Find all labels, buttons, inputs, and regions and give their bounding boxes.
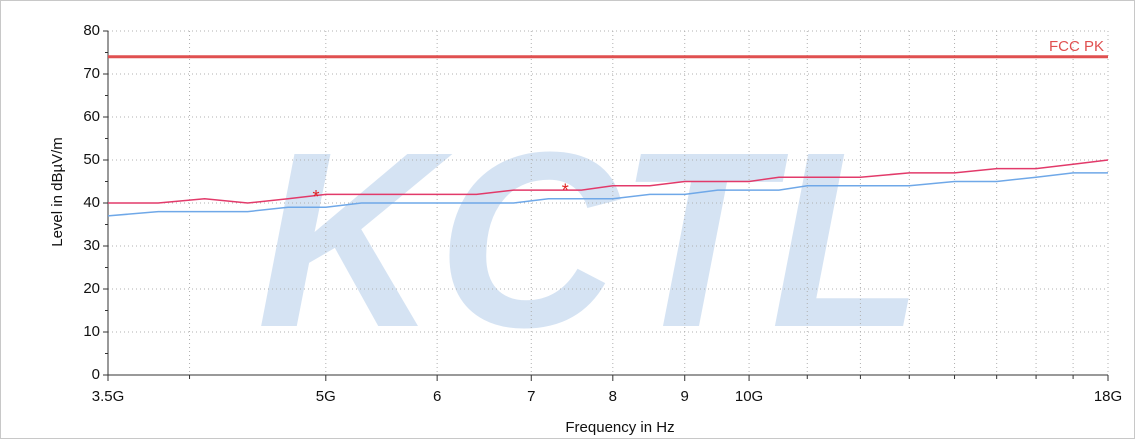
x-tick-label: 10G	[735, 388, 763, 405]
y-tick-label: 70	[83, 65, 100, 82]
x-tick-label: 18G	[1094, 388, 1122, 405]
y-tick-label: 40	[83, 194, 100, 211]
limit-label: FCC PK	[1049, 38, 1104, 55]
marker: *	[562, 181, 569, 201]
x-tick-label: 9	[681, 388, 689, 405]
y-tick-label: 0	[92, 366, 100, 383]
x-tick-label: 5G	[316, 388, 336, 405]
marker: *	[312, 187, 319, 207]
x-tick-label: 3.5G	[92, 388, 125, 405]
y-tick-label: 30	[83, 237, 100, 254]
x-tick-label: 7	[527, 388, 535, 405]
watermark: KCTL	[257, 100, 924, 379]
x-tick-label: 6	[433, 388, 441, 405]
trace	[108, 159, 1109, 204]
y-axis-label: Level in dBµV/m	[49, 137, 66, 247]
y-tick-label: 50	[83, 151, 100, 168]
y-tick-label: 10	[83, 323, 100, 340]
y-tick-label: 20	[83, 280, 100, 297]
y-tick-label: 60	[83, 108, 100, 125]
x-axis-label: Frequency in Hz	[565, 419, 674, 436]
y-tick-label: 80	[83, 22, 100, 39]
trace	[107, 172, 1108, 217]
x-tick-label: 8	[609, 388, 617, 405]
